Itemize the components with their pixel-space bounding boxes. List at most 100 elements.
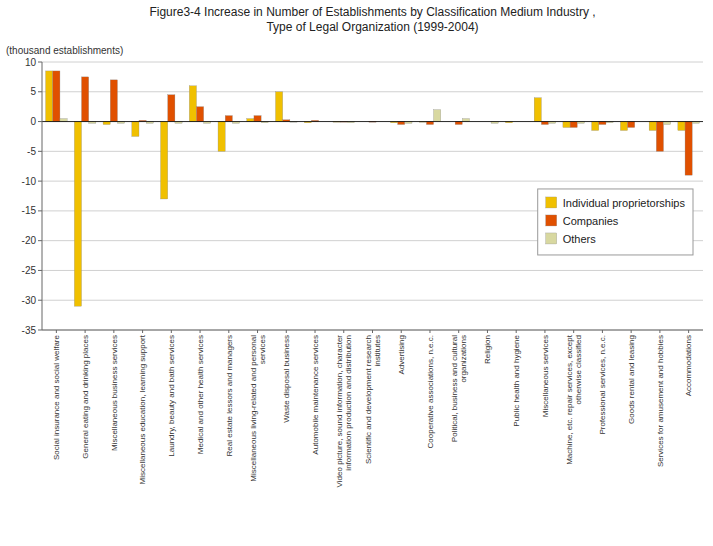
y-axis-line xyxy=(42,62,43,330)
x-tick-label: Services for amusement and hobbies xyxy=(656,335,665,467)
x-tick xyxy=(343,330,344,333)
bar xyxy=(161,122,168,199)
x-tick-label: Accommodations xyxy=(684,335,693,396)
y-tick-label: -25 xyxy=(22,265,37,276)
bar xyxy=(663,122,670,125)
grid-line xyxy=(42,91,703,92)
y-tick-label: 5 xyxy=(30,86,36,97)
zero-line xyxy=(42,121,703,122)
x-tick xyxy=(401,330,402,333)
x-tick-label-line: Laundry, beauty and bath services xyxy=(167,335,176,457)
x-tick xyxy=(200,330,201,333)
grid-line xyxy=(42,300,703,301)
title: Figure3-4 Increase in Number of Establis… xyxy=(149,5,595,34)
x-tick-label-line: Miscellaneous business services xyxy=(110,335,119,451)
bar xyxy=(685,122,692,176)
bar xyxy=(132,122,139,137)
bar xyxy=(620,122,627,131)
x-tick-label-line: information production and distribution xyxy=(344,335,353,471)
y-tick xyxy=(38,330,42,331)
y-tick xyxy=(38,210,42,211)
bar xyxy=(196,107,203,122)
bar xyxy=(225,116,232,122)
x-tick xyxy=(544,330,545,333)
bar xyxy=(247,119,254,122)
x-tick-label-line: Miscellaneous services xyxy=(541,335,550,417)
bar xyxy=(541,122,548,125)
x-tick-label-line: Accommodations xyxy=(684,335,693,396)
x-tick xyxy=(171,330,172,333)
x-tick xyxy=(688,330,689,333)
legend: Individual proprietorshipsCompaniesOther… xyxy=(538,189,693,255)
y-tick xyxy=(38,151,42,152)
bar xyxy=(46,71,53,122)
x-tick-label-line: Waste disposal business xyxy=(282,335,291,423)
x-tick-label: Machine, etc. repair services, exceptoth… xyxy=(565,334,583,465)
y-tick-label: -20 xyxy=(22,235,37,246)
x-tick-label: Miscellaneous services xyxy=(541,335,550,417)
grid xyxy=(42,62,703,330)
bar xyxy=(534,98,541,122)
y-tick xyxy=(38,240,42,241)
x-tick-label-line: Advertising xyxy=(397,335,406,375)
grid-line xyxy=(42,181,703,182)
bar xyxy=(656,122,663,152)
x-tick-label: Social insurance and social welfare xyxy=(52,334,61,460)
bar xyxy=(103,122,110,125)
y-tick xyxy=(38,181,42,182)
x-tick-label-line: Cooperative associations, n.e.c. xyxy=(426,335,435,448)
legend-swatch xyxy=(546,197,557,208)
x-tick-label-line: Social insurance and social welfare xyxy=(52,334,61,460)
legend-swatch xyxy=(546,233,557,244)
bar xyxy=(434,110,441,122)
grid-line xyxy=(42,151,703,152)
x-tick xyxy=(85,330,86,333)
x-tick-label: Automobile maintenance services xyxy=(311,335,320,455)
x-tick-label-line: Machine, etc. repair services, except xyxy=(565,334,574,465)
grid-line xyxy=(42,121,703,122)
x-tick-label-line: Services for amusement and hobbies xyxy=(656,335,665,467)
x-tick xyxy=(659,330,660,333)
x-tick-label-line: services xyxy=(258,335,267,364)
x-tick xyxy=(315,330,316,333)
x-tick xyxy=(487,330,488,333)
y-tick xyxy=(38,62,42,63)
legend-label: Companies xyxy=(563,215,619,227)
x-tick-label: Political, business and culturalorganiza… xyxy=(450,335,468,442)
x-tick-label: Cooperative associations, n.e.c. xyxy=(426,335,435,448)
x-tick-label-line: organizations xyxy=(459,335,468,383)
bar xyxy=(276,92,283,122)
bar xyxy=(82,77,89,122)
bar xyxy=(570,122,577,128)
x-tick xyxy=(516,330,517,333)
x-tick-label: Public health and hygiene xyxy=(512,334,521,426)
x-tick xyxy=(458,330,459,333)
bar xyxy=(398,122,405,125)
bar xyxy=(74,122,81,307)
x-tick-label-line: Professional services, n.e.c. xyxy=(598,335,607,435)
x-tick-label: Waste disposal business xyxy=(282,335,291,423)
x-tick xyxy=(286,330,287,333)
x-tick-label-line: otherwise classified xyxy=(574,335,583,404)
x-tick xyxy=(573,330,574,333)
y-tick-label: -10 xyxy=(22,176,37,187)
x-tick-label: Miscellaneous business services xyxy=(110,335,119,451)
bar xyxy=(628,122,635,128)
x-tick-label-line: Political, business and cultural xyxy=(450,335,459,442)
y-tick-label: 10 xyxy=(25,57,37,68)
bar xyxy=(599,122,606,125)
x-tick-label-line: institutes xyxy=(373,335,382,367)
x-tick-label: General eating and drinking places xyxy=(81,335,90,459)
y-tick-label: -30 xyxy=(22,295,37,306)
x-tick-label: Advertising xyxy=(397,335,406,375)
x-tick-label: Professional services, n.e.c. xyxy=(598,335,607,435)
chart: Figure3-4 Increase in Number of Establis… xyxy=(0,0,713,546)
x-tick-label: Video picture, sound information, charac… xyxy=(335,335,353,488)
y-tick xyxy=(38,270,42,271)
x-tick-label-line: Public health and hygiene xyxy=(512,334,521,426)
x-tick-label-line: General eating and drinking places xyxy=(81,335,90,459)
x-tick-label: Scientific and development researchinsti… xyxy=(364,335,382,464)
x-tick-label: Miscellaneous living-related and persona… xyxy=(249,335,267,482)
bar xyxy=(462,119,469,122)
y-tick-label: 0 xyxy=(30,116,36,127)
